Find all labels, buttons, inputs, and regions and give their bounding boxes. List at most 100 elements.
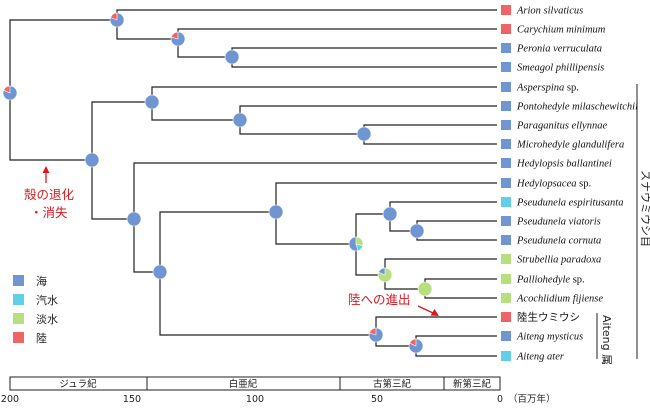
taxon-suffix: sp. [576,179,591,190]
node-pie-152 [144,94,160,110]
taxon-label: Carychium minimum [517,25,606,36]
taxon-name: Asperspina [516,83,564,94]
time-unit-label: （百万年） [508,393,556,405]
taxon-label: Peronia verruculata [516,44,602,55]
taxon-name: Strubellia paradoxa [517,255,601,266]
branch-hedylopsis [133,162,497,273]
ancestral-nodes [2,12,433,354]
habitat-swatch [501,158,511,168]
legend: 海 汽水 淡水 陸 [13,274,58,345]
taxon-name: Arion silvaticus [516,6,583,17]
legend-swatch-terrestrial [13,332,24,343]
taxon-name: 陸生ウミウシ [517,311,580,324]
timescale-bar [9,376,501,391]
branch-clade-b [177,28,497,58]
branch-376 [375,316,497,347]
habitat-swatch [501,43,511,53]
branch-390 [389,201,497,232]
legend-label-brackish: 汽水 [36,293,58,307]
taxon-name: Aiteng ater [516,352,565,363]
habitat-swatch [501,254,511,264]
land-advance-arrow [417,305,434,314]
branch-416 [415,335,497,357]
taxon-label: Acochlidium fijiense [516,294,603,305]
timescale: ジュラ紀 白亜紀 古第三紀 新第三紀 200 150 100 50 0 （百万年… [1,376,556,405]
taxon-name: Acochlidium fijiense [516,294,603,305]
node-pie-364 [356,126,372,142]
taxon-label: Smeagol phillipensis [517,63,604,74]
taxon-label: Pontohedyle milaschewitchii [516,102,638,113]
group-brackets [596,84,638,359]
period-paleogene: 古第三紀 [373,378,412,390]
taxon-label: Pseudunela cornuta [516,236,601,247]
node-pie-117 [109,12,125,28]
habitat-swatch [501,62,511,72]
taxon-name: Hedylopsacea [516,179,576,190]
node-pie-root [2,85,18,101]
habitat-swatch [501,197,511,207]
taxon-label: Asperspina sp. [516,83,579,94]
taxon-label: Aiteng ater [516,352,565,363]
tip-labels: Arion silvaticus Carychium minimum Peronia… [501,5,638,363]
branch-276 [275,182,497,245]
legend-label-marine: 海 [36,274,47,288]
shell-loss-label: 殻の退化 [24,187,75,202]
taxon-name: Hedylopsis ballantinei [516,159,612,170]
habitat-swatch [501,235,511,245]
shell-loss-label-2: ・消失 [30,205,68,220]
node-pie-385 [377,267,393,283]
tree-branches [9,9,497,357]
branch-417 [416,220,497,241]
habitat-swatch [501,139,511,149]
tick-150: 150 [123,394,141,405]
branch-356 [355,213,390,276]
taxon-label: Arion silvaticus [516,6,583,17]
branch-425 [424,278,497,299]
taxon-label: Paraganitus ellynnae [516,121,607,132]
aiteng-label: Aiteng 属 [600,315,613,365]
legend-swatch-brackish [13,294,24,305]
habitat-swatch [501,351,511,361]
legend-swatch-freshwater [13,313,24,324]
node-pie-376 [368,327,384,343]
branch-385 [384,258,497,290]
branch-160 [159,211,376,336]
legend-swatch-marine [13,275,24,286]
node-pie-356 [348,236,364,252]
tick-100: 100 [246,394,264,405]
habitat-swatch [501,293,511,303]
tick-50: 50 [371,394,383,405]
annotations: 殻の退化 ・消失 陸への進出 [24,166,439,316]
branch-root [9,19,117,161]
taxon-label: Aiteng mysticus [516,332,583,343]
habitat-swatch [501,101,511,111]
taxon-label: Pseudunela espiritusanta [516,198,623,209]
node-pie-390 [382,206,398,222]
branch-main [91,101,152,220]
taxon-label: Palliohedyle sp. [516,275,585,286]
land-advance-label: 陸への進出 [348,292,411,307]
taxon-label: Microhedyle glandulifera [516,140,624,151]
taxon-label: Hedylopsis ballantinei [516,159,612,170]
habitat-swatch [501,331,511,341]
taxon-label: Hedylopsacea sp. [516,179,591,190]
taxon-label: 陸生ウミウシ [517,311,580,324]
period-neogene: 新第三紀 [453,378,492,390]
land-advance-arrowhead [430,309,439,316]
habitat-swatch [501,312,511,322]
node-pie-232 [224,49,240,65]
habitat-swatch [501,82,511,92]
node-pie-425 [417,281,433,297]
period-jurassic: ジュラ紀 [59,378,97,390]
node-pie-92 [84,152,100,168]
habitat-swatch [501,178,511,188]
taxon-name: Carychium minimum [517,25,606,36]
taxon-name: Smeagol phillipensis [517,63,604,74]
taxon-name: Paraganitus ellynnae [516,121,607,132]
legend-label-terrestrial: 陸 [36,332,47,345]
shell-loss-arrowhead [42,166,50,173]
node-pie-134 [126,211,142,227]
node-pie-160 [152,264,168,280]
